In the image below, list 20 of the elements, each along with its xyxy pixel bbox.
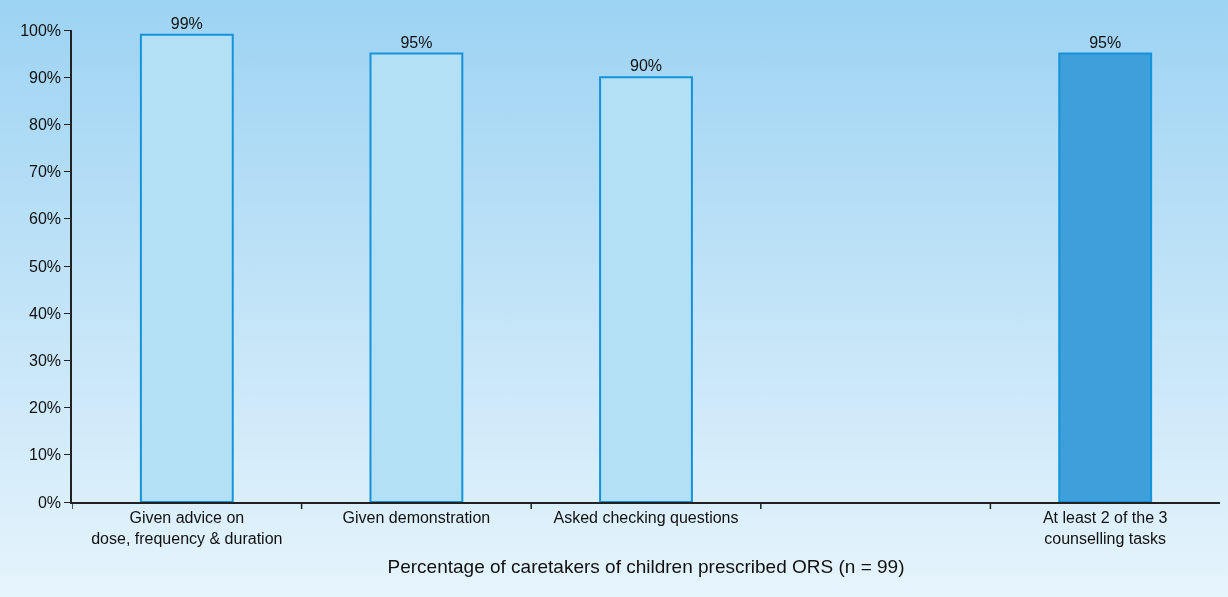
y-tick-label: 20% (29, 399, 62, 417)
y-tick-label: 0% (37, 493, 62, 511)
y-tick-label: 30% (29, 352, 62, 369)
data-label: 95% (1089, 33, 1122, 51)
y-tick-label: 70% (29, 163, 62, 181)
x-tick-label: At least 2 of the 3 counselling tasks (1042, 508, 1168, 547)
y-tick-label: 10% (29, 446, 62, 464)
y-tick-label: 90% (29, 68, 62, 86)
x-tick-label: Asked checking questions (553, 508, 739, 526)
y-tick-label: 40% (29, 304, 62, 322)
y-tick-label: 60% (29, 210, 62, 228)
y-tick-label: 50% (29, 257, 62, 275)
x-tick-label: Given advice on dose, frequency & duration (91, 508, 283, 547)
y-tick-label: 80% (29, 116, 62, 133)
y-tick-label: 100% (20, 21, 62, 39)
data-label: 95% (400, 33, 433, 51)
data-label: 99% (170, 14, 203, 32)
data-label: 90% (629, 57, 663, 75)
x-axis-title: Percentage of caretakers of children prescribed ORS (n = 99) (387, 556, 905, 578)
x-tick-label: Given demonstration (342, 508, 491, 526)
